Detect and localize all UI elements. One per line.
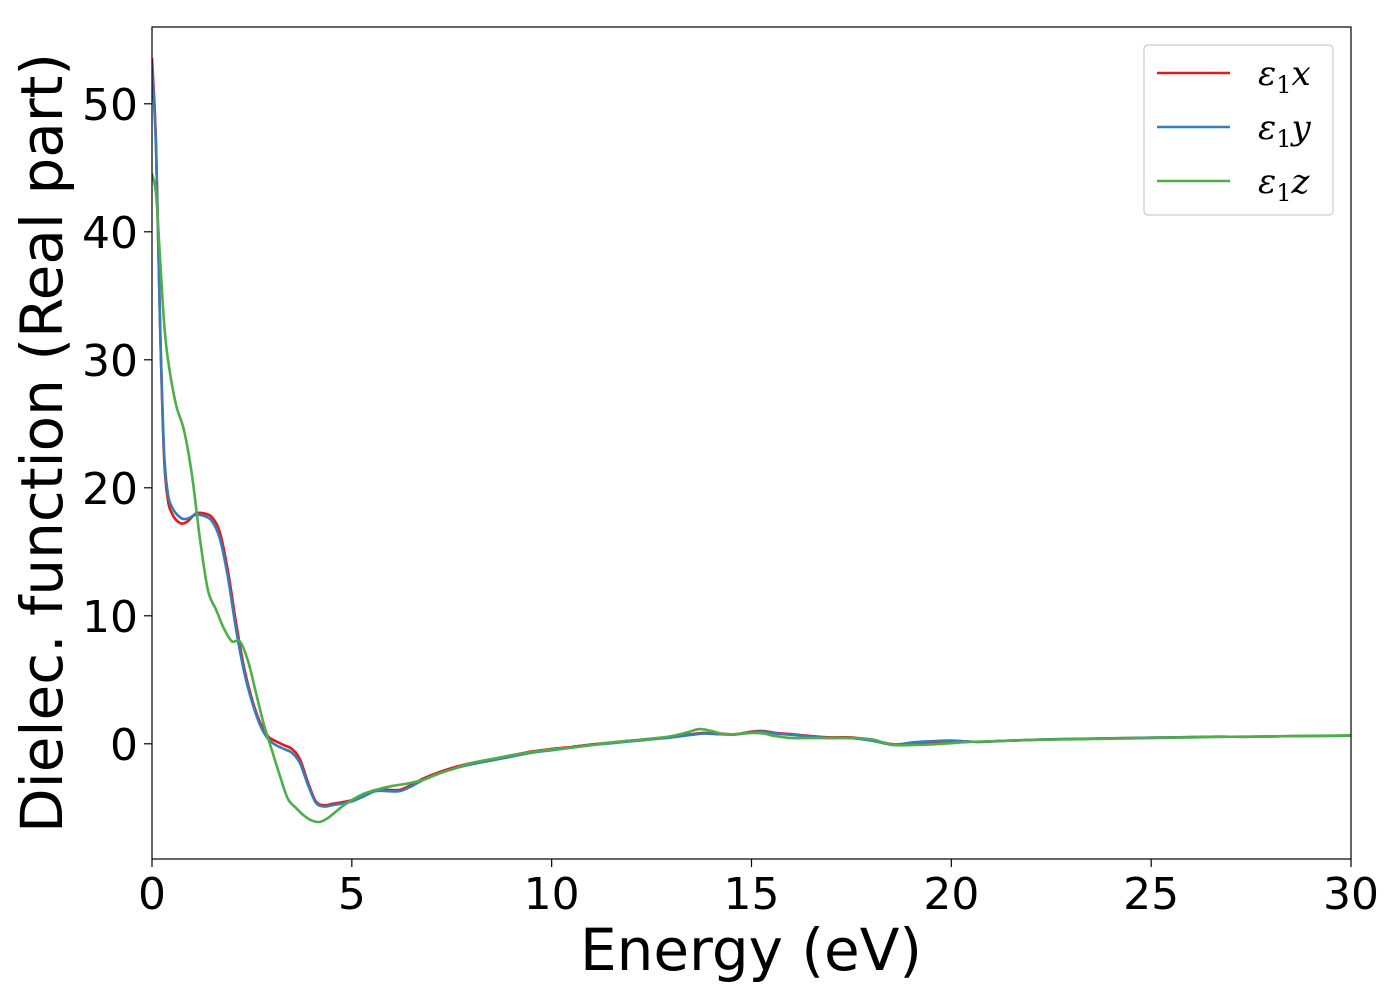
- x-tick-label: 15: [724, 869, 780, 920]
- y-tick-label: 0: [110, 720, 138, 771]
- x-tick-label: 30: [1323, 869, 1379, 920]
- x-tick-label: 0: [138, 869, 166, 920]
- y-tick-label: 50: [82, 80, 138, 131]
- legend-label-x: ε1x: [1258, 54, 1311, 99]
- legend-label-z: ε1z: [1258, 162, 1311, 207]
- y-axis-title: Dielec. function (Real part): [8, 53, 76, 833]
- y-tick-label: 10: [82, 592, 138, 643]
- x-tick-label: 10: [524, 869, 580, 920]
- legend-box: [1143, 44, 1334, 216]
- x-tick-label: 25: [1123, 869, 1179, 920]
- y-tick-label: 30: [82, 336, 138, 387]
- series-line-y: [152, 64, 1351, 808]
- legend-label-y: ε1y: [1258, 108, 1312, 153]
- legend: ε1x ε1y ε1z: [1143, 44, 1334, 216]
- x-axis-title: Energy (eV): [580, 916, 922, 984]
- y-axis: 0 10 20 30 40 50: [82, 80, 152, 771]
- x-tick-label: 5: [338, 869, 366, 920]
- x-axis: 0 5 10 15 20 25 30: [138, 859, 1379, 920]
- series-line-z: [152, 172, 1351, 824]
- y-tick-label: 20: [82, 464, 138, 515]
- plot-lines: [152, 57, 1351, 824]
- x-tick-label: 20: [923, 869, 979, 920]
- y-tick-label: 40: [82, 208, 138, 259]
- legend-items: ε1x ε1y ε1z: [1157, 54, 1312, 207]
